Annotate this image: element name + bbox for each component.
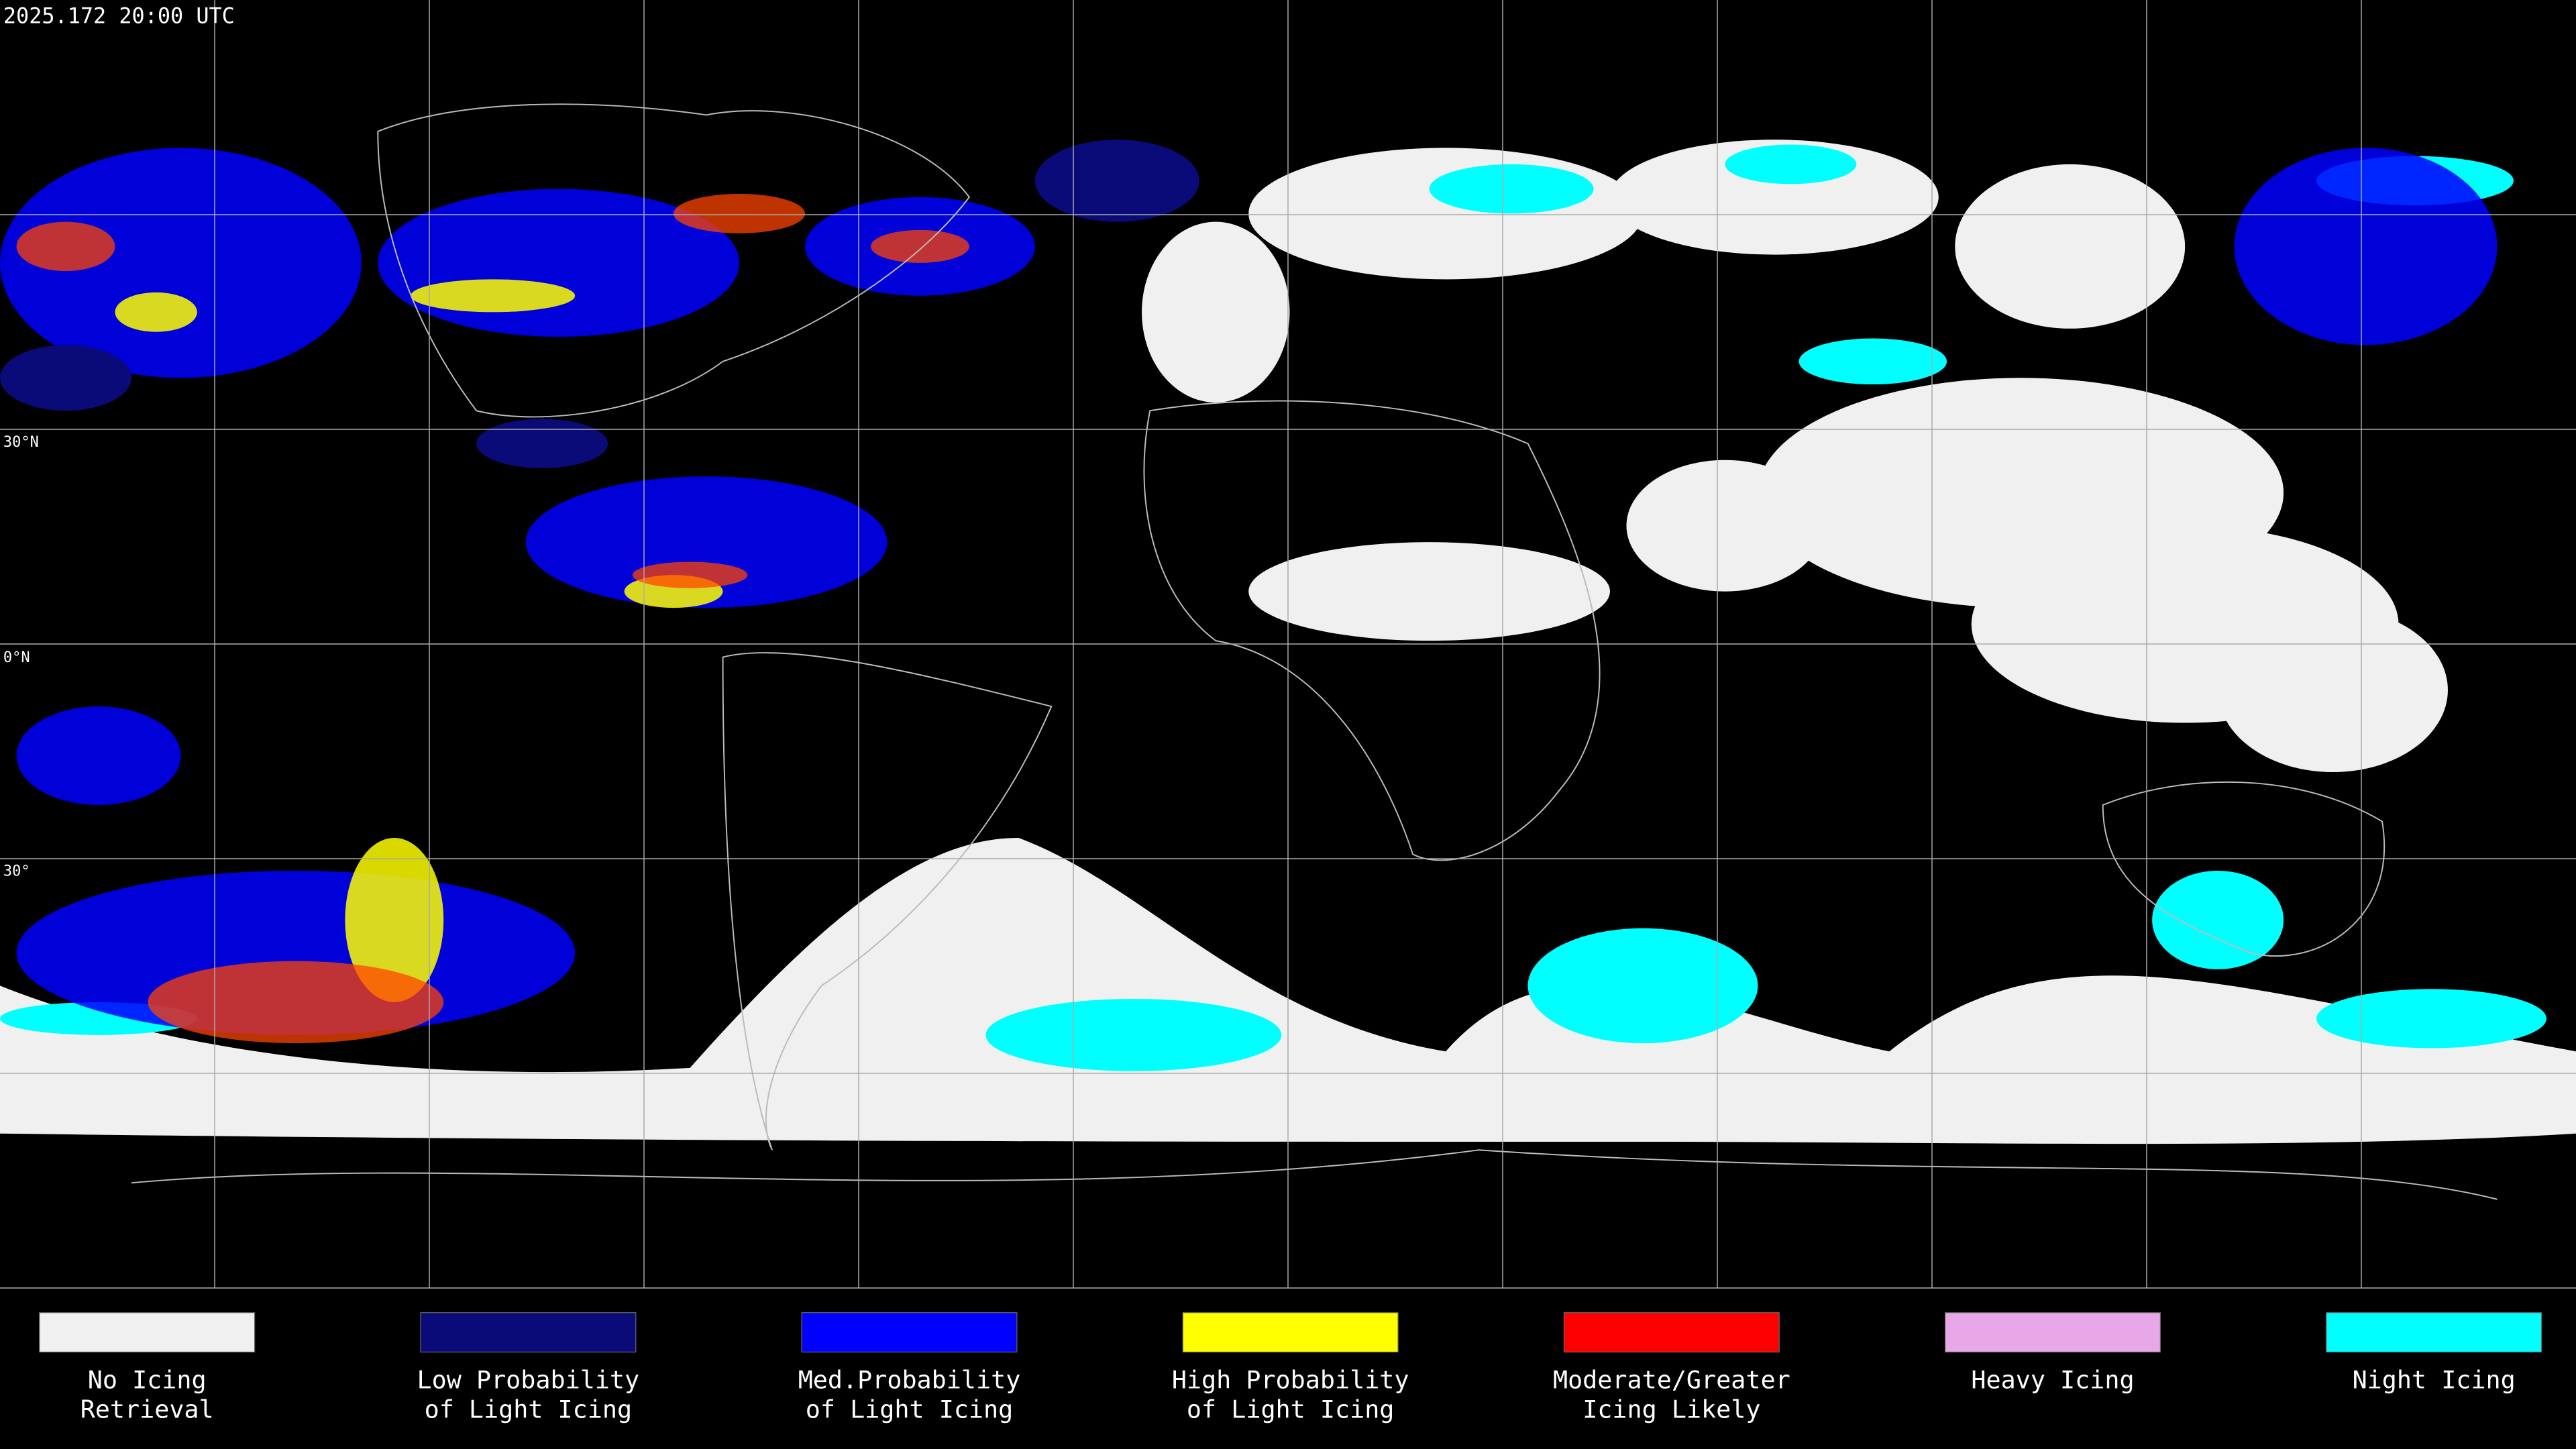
- legend-label: High Probability: [1172, 1365, 1409, 1394]
- legend-label: No Icing: [88, 1365, 207, 1394]
- legend-label: of Light Icing: [806, 1395, 1013, 1424]
- legend-swatch: [1944, 1312, 2161, 1353]
- legend-label: Icing Likely: [1582, 1395, 1760, 1424]
- legend-swatch: [1182, 1312, 1399, 1353]
- legend-label: Retrieval: [80, 1395, 214, 1424]
- legend-label: Moderate/Greater: [1553, 1365, 1790, 1394]
- cloud-field: [0, 131, 2576, 1144]
- legend-swatch: [2326, 1312, 2542, 1353]
- legend-swatch: [420, 1312, 637, 1353]
- high-probability: [115, 279, 723, 1002]
- legend-label: of Light Icing: [1187, 1395, 1395, 1424]
- legend-label: of Light Icing: [425, 1395, 633, 1424]
- legend-label: Med.Probability: [798, 1365, 1021, 1394]
- legend-label: Night Icing: [2353, 1365, 2516, 1394]
- lat-label: 0°N: [3, 649, 30, 666]
- legend-swatch: [39, 1312, 256, 1353]
- legend-label: Heavy Icing: [1971, 1365, 2134, 1394]
- legend-label: Low Probability: [417, 1365, 640, 1394]
- lat-label: 30°: [3, 863, 30, 879]
- legend-swatch: [801, 1312, 1018, 1353]
- graticule: [0, 0, 2576, 1289]
- moderate-icing: [16, 193, 969, 1044]
- timestamp: 2025.172 20:00 UTC: [3, 3, 235, 28]
- legend-swatch: [1563, 1312, 1780, 1353]
- lat-label: 30°N: [3, 434, 39, 451]
- night-icing: [0, 144, 2546, 1071]
- coastlines: [131, 103, 2498, 1200]
- low-probability: [0, 140, 1199, 468]
